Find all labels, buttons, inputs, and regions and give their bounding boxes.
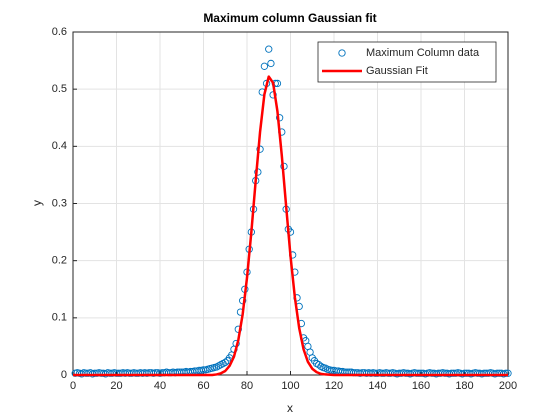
- x-tick-label: 20: [110, 380, 122, 392]
- data-point: [502, 369, 510, 377]
- legend-box: [317, 41, 497, 83]
- data-point: [267, 59, 275, 68]
- y-tick-label: 0.5: [52, 83, 67, 95]
- axes-box: [72, 31, 509, 376]
- data-point: [221, 358, 229, 367]
- x-tick-label: 200: [499, 380, 517, 392]
- y-tick-label: 0.3: [52, 197, 67, 209]
- x-axis-label: x: [287, 401, 293, 415]
- x-tick-label: 80: [241, 380, 253, 392]
- data-point: [504, 369, 512, 377]
- chart-title: Maximum column Gaussian fit: [203, 11, 376, 25]
- data-point: [234, 325, 242, 333]
- x-tick-label: 60: [197, 380, 209, 392]
- x-tick-label: 100: [281, 380, 299, 392]
- y-tick-label: 0.1: [52, 312, 67, 324]
- data-point: [265, 45, 273, 53]
- x-tick-label: 180: [455, 380, 473, 392]
- data-point: [269, 91, 277, 99]
- x-tick-label: 140: [368, 380, 386, 392]
- y-tick-label: 0.6: [52, 26, 67, 38]
- y-tick-label: 0: [61, 369, 67, 381]
- legend-label: Gaussian Fit: [366, 65, 428, 77]
- x-tick-label: 40: [154, 380, 166, 392]
- fit-line: [73, 75, 508, 377]
- x-tick-label: 160: [412, 380, 430, 392]
- x-tick-label: 0: [70, 380, 76, 392]
- legend-label: Maximum Column data: [366, 47, 480, 59]
- legend-marker: [338, 49, 346, 57]
- data-point: [260, 62, 269, 70]
- y-tick-label: 0.4: [52, 140, 67, 152]
- y-tick-label: 0.2: [52, 255, 67, 267]
- x-tick-label: 120: [325, 380, 343, 392]
- y-axis-label: y: [30, 200, 44, 206]
